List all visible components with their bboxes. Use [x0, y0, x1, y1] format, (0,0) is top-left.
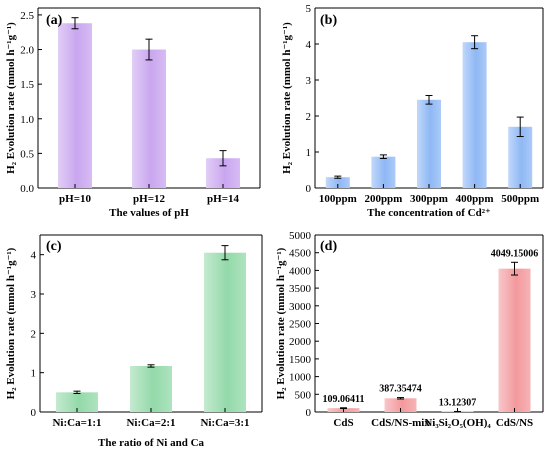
data-label: 4049.15006: [491, 248, 539, 259]
panel-2: 0 1 2 3 4 5 100ppm 200ppm 300ppm 400ppm 500ppm The …: [281, 3, 543, 219]
category-label: 500ppm: [501, 193, 539, 205]
panel-letter: (c): [46, 239, 62, 254]
y-tick-label: 3: [306, 75, 312, 87]
y-tick-label: 1: [31, 368, 37, 380]
y-tick-label: 0.5: [20, 148, 34, 160]
x-axis-label: The ratio of Ni and Ca: [98, 437, 205, 449]
y-tick-label: 1.5: [20, 79, 34, 91]
y-axis-label: H₂ Evolution rate (mmol h⁻¹g⁻¹): [281, 22, 293, 174]
y-tick-label: 0.0: [20, 183, 34, 195]
y-tick-label: 0: [306, 183, 312, 195]
data-label: 387.35474: [379, 384, 422, 395]
data-label: 13.12307: [439, 397, 477, 408]
category-label: pH=10: [59, 193, 91, 205]
category-label: Ni₃Si₂O₅(OH)₄: [424, 417, 491, 429]
category-label: Ni:Ca=3:1: [200, 417, 249, 429]
y-tick-label: 5000: [289, 230, 312, 242]
y-axis-label: H₂ Evolution rate (mmol h⁻¹g⁻¹): [5, 22, 17, 174]
bar: [132, 50, 166, 188]
y-axis-label: H₂ Evolution rate (mmol h⁻¹g⁻¹): [275, 247, 287, 399]
y-tick-label: 4: [31, 250, 37, 262]
y-tick-label: 2: [31, 328, 37, 340]
y-tick-label: 2.5: [20, 10, 34, 22]
category-label: 200ppm: [364, 193, 402, 205]
category-label: 100ppm: [319, 193, 357, 205]
y-tick-label: 500: [295, 389, 312, 401]
y-axis-label: H₂ Evolution rate (mmol h⁻¹g⁻¹): [5, 247, 17, 399]
x-axis-label: The concentration of Cd²⁺: [367, 207, 491, 219]
y-tick-label: 2000: [289, 336, 312, 348]
panel-letter: (d): [320, 239, 337, 254]
y-tick-label: 3500: [289, 283, 312, 295]
x-axis-label: The values of pH: [109, 207, 189, 219]
bar: [417, 100, 441, 188]
category-label: 400ppm: [456, 193, 494, 205]
bar: [130, 366, 172, 412]
y-tick-label: 5: [306, 3, 312, 15]
y-tick-label: 4: [306, 39, 312, 51]
category-label: CdS: [333, 417, 353, 429]
y-tick-label: 0: [306, 407, 312, 419]
bar: [499, 269, 531, 412]
category-label: Ni:Ca=2:1: [126, 417, 175, 429]
panel-letter: (b): [320, 13, 337, 28]
category-label: pH=14: [207, 193, 239, 205]
bar: [371, 157, 395, 188]
bar: [463, 42, 487, 188]
panel-3: 0 1 2 3 4 Ni:Ca=1:1 Ni:Ca=2:1 Ni:Ca=3:1 The rati…: [5, 235, 262, 449]
category-label: pH=12: [133, 193, 165, 205]
y-tick-label: 1500: [289, 354, 312, 366]
y-tick-label: 2500: [289, 319, 312, 331]
bar: [58, 23, 92, 188]
panel-letter: (a): [46, 13, 63, 28]
y-tick-label: 1: [306, 147, 312, 159]
y-tick-label: 3000: [289, 301, 312, 313]
category-label: CdS/NS-mix: [371, 417, 430, 429]
category-label: CdS/NS: [496, 417, 533, 429]
y-tick-label: 2: [306, 111, 312, 123]
y-tick-label: 4000: [289, 265, 312, 277]
bar: [204, 253, 246, 412]
panel-1: 0.0 0.5 1.0 1.5 2.0 2.5 pH=10 pH=12 pH=14 The val…: [5, 8, 260, 219]
panel-4: 0 500 1000 1500 2000 2500 3000 3500 4000 4500 5000…: [275, 230, 543, 429]
y-tick-label: 1.0: [20, 114, 34, 126]
category-label: 300ppm: [410, 193, 448, 205]
y-tick-label: 1000: [289, 372, 312, 384]
category-label: Ni:Ca=1:1: [52, 417, 101, 429]
y-tick-label: 3: [31, 289, 37, 301]
y-tick-label: 4500: [289, 248, 312, 260]
y-tick-label: 2.0: [20, 45, 34, 57]
data-label: 109.06411: [323, 394, 365, 405]
y-tick-label: 0: [31, 407, 37, 419]
